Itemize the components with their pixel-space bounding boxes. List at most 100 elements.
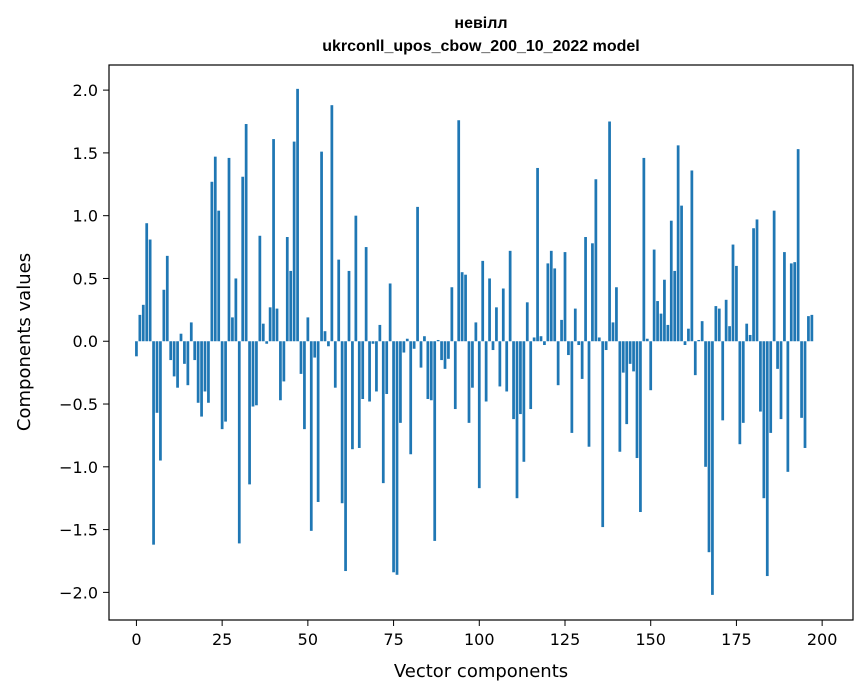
bar bbox=[584, 237, 587, 342]
bar bbox=[460, 272, 464, 342]
x-tick-label: 50 bbox=[298, 630, 318, 649]
bar bbox=[697, 339, 701, 342]
bar bbox=[707, 341, 711, 553]
bar bbox=[375, 341, 378, 392]
bar bbox=[690, 170, 694, 342]
bar bbox=[354, 215, 358, 342]
bar bbox=[196, 341, 200, 403]
bar bbox=[138, 314, 142, 342]
bar bbox=[145, 223, 149, 342]
bar bbox=[632, 341, 635, 372]
bar bbox=[543, 341, 546, 346]
bar bbox=[237, 341, 241, 544]
x-tick-label: 200 bbox=[807, 630, 838, 649]
x-tick-label: 100 bbox=[464, 630, 495, 649]
bar bbox=[203, 341, 207, 392]
bar bbox=[200, 341, 203, 417]
bar bbox=[443, 341, 447, 369]
bar bbox=[474, 322, 478, 342]
x-tick-label: 125 bbox=[550, 630, 581, 649]
bar bbox=[810, 314, 814, 342]
bar bbox=[193, 341, 197, 361]
bar bbox=[285, 237, 289, 342]
bar bbox=[642, 157, 646, 342]
bar bbox=[477, 341, 481, 489]
y-tick-label: −2.0 bbox=[59, 583, 98, 602]
y-tick-label: −1.0 bbox=[59, 458, 98, 477]
bar bbox=[450, 287, 454, 342]
bar bbox=[563, 252, 567, 342]
bar bbox=[755, 219, 759, 342]
bar bbox=[189, 322, 193, 342]
bar bbox=[467, 341, 471, 423]
bar bbox=[501, 288, 505, 342]
bar bbox=[495, 307, 498, 342]
bar bbox=[491, 341, 495, 351]
bar bbox=[207, 341, 210, 403]
bar bbox=[484, 341, 488, 402]
bar bbox=[224, 341, 227, 422]
bar bbox=[261, 323, 265, 342]
bar bbox=[241, 176, 245, 342]
bar bbox=[570, 341, 574, 433]
bar bbox=[745, 323, 749, 342]
y-tick-label: 0.5 bbox=[73, 269, 98, 288]
bar bbox=[213, 156, 217, 342]
bar bbox=[769, 341, 773, 433]
bar bbox=[292, 141, 296, 342]
bar bbox=[776, 341, 779, 369]
plot-frame bbox=[108, 64, 854, 621]
bar bbox=[793, 262, 797, 342]
bar bbox=[447, 341, 450, 359]
bar bbox=[275, 308, 279, 342]
bar bbox=[323, 331, 327, 342]
bar bbox=[762, 341, 766, 499]
bar bbox=[529, 341, 533, 410]
bar bbox=[666, 324, 670, 342]
bar bbox=[296, 88, 299, 342]
bar bbox=[388, 283, 392, 342]
bar bbox=[553, 268, 557, 342]
bar bbox=[381, 341, 385, 484]
y-axis-ticks: −2.0 −1.5 −1.0 −0.5 0.0 0.5 1.0 1.5 2.0 bbox=[59, 81, 109, 602]
bar bbox=[364, 247, 368, 342]
bar bbox=[741, 341, 745, 423]
bar bbox=[587, 341, 591, 447]
bar bbox=[378, 324, 382, 342]
bar bbox=[255, 341, 258, 406]
y-tick-label: 0.0 bbox=[73, 332, 98, 351]
y-tick-label: 1.0 bbox=[73, 207, 98, 226]
bar bbox=[549, 250, 553, 342]
bar bbox=[227, 157, 231, 342]
bar bbox=[289, 270, 293, 342]
x-axis-label: Vector components bbox=[394, 661, 568, 682]
bar bbox=[344, 341, 347, 572]
bar bbox=[663, 279, 666, 342]
y-tick-label: 2.0 bbox=[73, 81, 98, 100]
bar bbox=[481, 260, 485, 342]
bar bbox=[368, 341, 371, 402]
bar bbox=[330, 105, 334, 342]
bar bbox=[772, 210, 776, 342]
bar bbox=[789, 263, 793, 342]
bar bbox=[683, 341, 687, 346]
bar bbox=[508, 250, 512, 342]
bar bbox=[488, 278, 491, 342]
bar bbox=[399, 341, 402, 423]
bar bbox=[440, 341, 443, 361]
bar bbox=[186, 341, 190, 386]
bar bbox=[309, 341, 313, 531]
bar bbox=[560, 319, 563, 342]
bar bbox=[217, 210, 221, 342]
bar bbox=[659, 313, 663, 342]
bar bbox=[409, 341, 413, 455]
bar bbox=[183, 341, 186, 364]
bar bbox=[735, 265, 738, 342]
bars-group bbox=[135, 88, 814, 595]
bar bbox=[693, 341, 697, 376]
bar bbox=[471, 341, 474, 388]
bar bbox=[347, 270, 351, 342]
bar bbox=[539, 336, 543, 342]
bar bbox=[148, 239, 152, 342]
